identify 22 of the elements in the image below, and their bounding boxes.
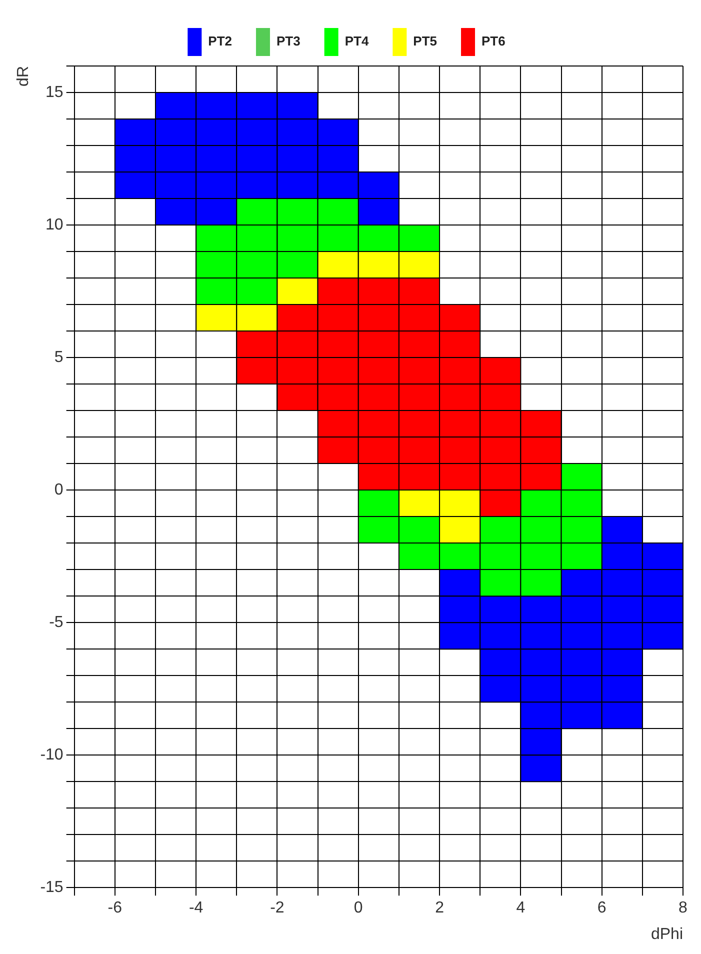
y-tick-label: 15 — [46, 84, 64, 101]
x-tick-label: 0 — [354, 900, 363, 917]
y-tick-label: -5 — [49, 614, 64, 631]
legend-label: PT3 — [276, 34, 300, 49]
x-tick-label: 4 — [516, 900, 526, 917]
y-tick-label: 5 — [54, 348, 64, 366]
x-tick-label: -6 — [108, 900, 122, 917]
y-tick-label: -10 — [40, 746, 64, 764]
x-tick-label: 2 — [435, 900, 444, 917]
y-tick-label: 10 — [46, 216, 64, 234]
y-axis-title: dR — [15, 66, 32, 86]
y-tick-label: -15 — [40, 879, 64, 896]
legend-label: PT4 — [344, 34, 370, 49]
legend-label: PT2 — [208, 34, 232, 49]
y-tick-label: 0 — [54, 481, 64, 498]
x-tick-label: 8 — [678, 900, 688, 917]
x-axis-title: dPhi — [650, 926, 683, 943]
x-tick-label: -2 — [270, 900, 284, 917]
x-tick-label: 6 — [597, 900, 606, 917]
legend-label: PT6 — [482, 34, 506, 49]
legend-label: PT5 — [413, 34, 438, 49]
x-tick-label: -4 — [188, 900, 204, 917]
